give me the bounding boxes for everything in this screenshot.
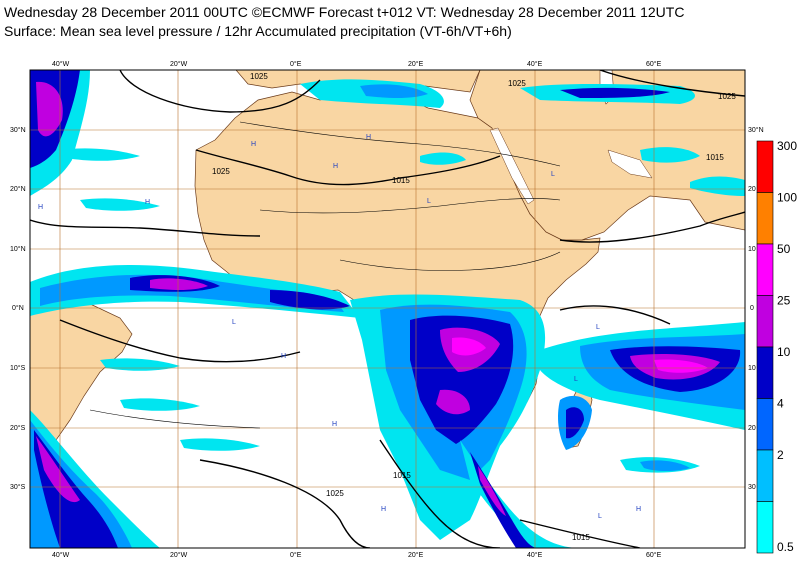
lat-label: 10°N <box>10 245 26 253</box>
high-marker: H <box>366 134 371 141</box>
high-marker: H <box>251 141 256 148</box>
low-marker: L <box>232 319 236 326</box>
isobar-label: 1025 <box>718 92 736 101</box>
legend-label: 50 <box>777 242 791 256</box>
low-marker: L <box>598 513 602 520</box>
high-marker: H <box>332 421 337 428</box>
legend-label: 4 <box>777 397 784 411</box>
isobar-label: 1015 <box>706 153 724 162</box>
legend-label: 2 <box>777 448 784 462</box>
lon-label: 60°E <box>646 551 662 559</box>
legend-label: 100 <box>777 191 797 205</box>
legend-swatch <box>757 502 773 554</box>
legend-label: 25 <box>777 294 791 308</box>
lon-label: 60°E <box>646 60 662 68</box>
legend-swatch <box>757 450 773 502</box>
lat-label: 30°S <box>10 483 26 491</box>
high-marker: H <box>333 163 338 170</box>
legend-swatch <box>757 347 773 399</box>
low-marker: L <box>551 171 555 178</box>
low-marker: L <box>427 198 431 205</box>
high-marker: H <box>38 204 43 211</box>
isobar-label: 1025 <box>508 79 526 88</box>
lat-label: 10°S <box>10 364 26 372</box>
lon-label: 40°E <box>527 551 543 559</box>
high-marker: H <box>381 506 386 513</box>
legend-label: 300 <box>777 139 797 153</box>
lat-label: 10 <box>748 365 756 372</box>
lon-label: 40°W <box>52 551 70 559</box>
isobar-label: 1015 <box>393 471 411 480</box>
lon-label: 0°E <box>290 551 302 559</box>
legend-label: 0.5 <box>777 540 794 554</box>
isobar-label: 1025 <box>250 72 268 81</box>
lon-label: 20°E <box>408 60 424 68</box>
lat-label: 30 <box>748 484 756 491</box>
high-marker: H <box>145 199 150 206</box>
high-marker: H <box>281 353 286 360</box>
lon-label: 40°E <box>527 60 543 68</box>
low-marker: L <box>574 376 578 383</box>
high-marker: H <box>636 506 641 513</box>
legend-swatch <box>757 296 773 348</box>
lat-label: 20°N <box>10 185 26 193</box>
isobar-label: 1015 <box>392 176 410 185</box>
lat-label: 0 <box>750 305 754 312</box>
lat-label: 0°N <box>12 304 24 312</box>
isobar-label: 1015 <box>572 533 590 542</box>
isobar-label: 1025 <box>326 489 344 498</box>
lon-label: 20°W <box>170 60 188 68</box>
precipitation-legend: 300 100 50 25 10 4 2 0.5 <box>757 139 797 554</box>
lat-label: 10 <box>748 246 756 253</box>
legend-swatch <box>757 141 773 193</box>
legend-swatch <box>757 244 773 296</box>
isobar-label: 1025 <box>212 167 230 176</box>
lon-label: 20°W <box>170 551 188 559</box>
longitude-labels-bottom: 40°W 20°W 0°E 20°E 40°E 60°E <box>52 551 662 559</box>
legend-label: 10 <box>777 345 791 359</box>
lat-label: 30°N <box>10 126 26 134</box>
legend-swatch <box>757 193 773 245</box>
legend-swatch <box>757 399 773 451</box>
lat-label: 20 <box>748 425 756 432</box>
lat-label: 30°N <box>748 126 764 134</box>
lat-label: 20°S <box>10 424 26 432</box>
longitude-labels-top: 40°W 20°W 0°E 20°E 40°E 60°E <box>52 60 662 68</box>
latitude-labels-left: 30°N 20°N 10°N 0°N 10°S 20°S 30°S <box>10 126 26 491</box>
lat-label: 20 <box>748 186 756 193</box>
lon-label: 40°W <box>52 60 70 68</box>
lon-label: 20°E <box>408 551 424 559</box>
lon-label: 0°E <box>290 60 302 68</box>
low-marker: L <box>596 324 600 331</box>
